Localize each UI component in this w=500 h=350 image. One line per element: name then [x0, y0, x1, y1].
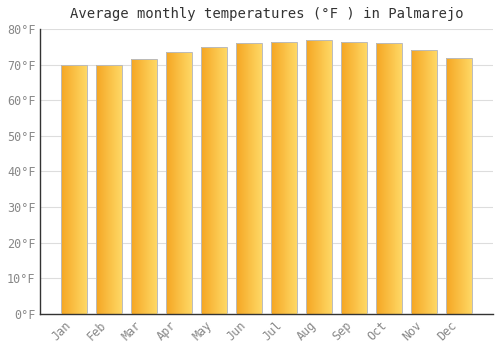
- Bar: [96, 65, 122, 314]
- Bar: [236, 43, 262, 314]
- Bar: [446, 57, 472, 314]
- Title: Average monthly temperatures (°F ) in Palmarejo: Average monthly temperatures (°F ) in Pa…: [70, 7, 464, 21]
- Bar: [341, 42, 367, 314]
- Bar: [131, 59, 157, 314]
- Bar: [201, 47, 228, 314]
- Bar: [306, 40, 332, 314]
- Bar: [61, 65, 87, 314]
- Bar: [376, 43, 402, 314]
- Bar: [271, 42, 297, 314]
- Bar: [411, 50, 438, 314]
- Bar: [166, 52, 192, 314]
